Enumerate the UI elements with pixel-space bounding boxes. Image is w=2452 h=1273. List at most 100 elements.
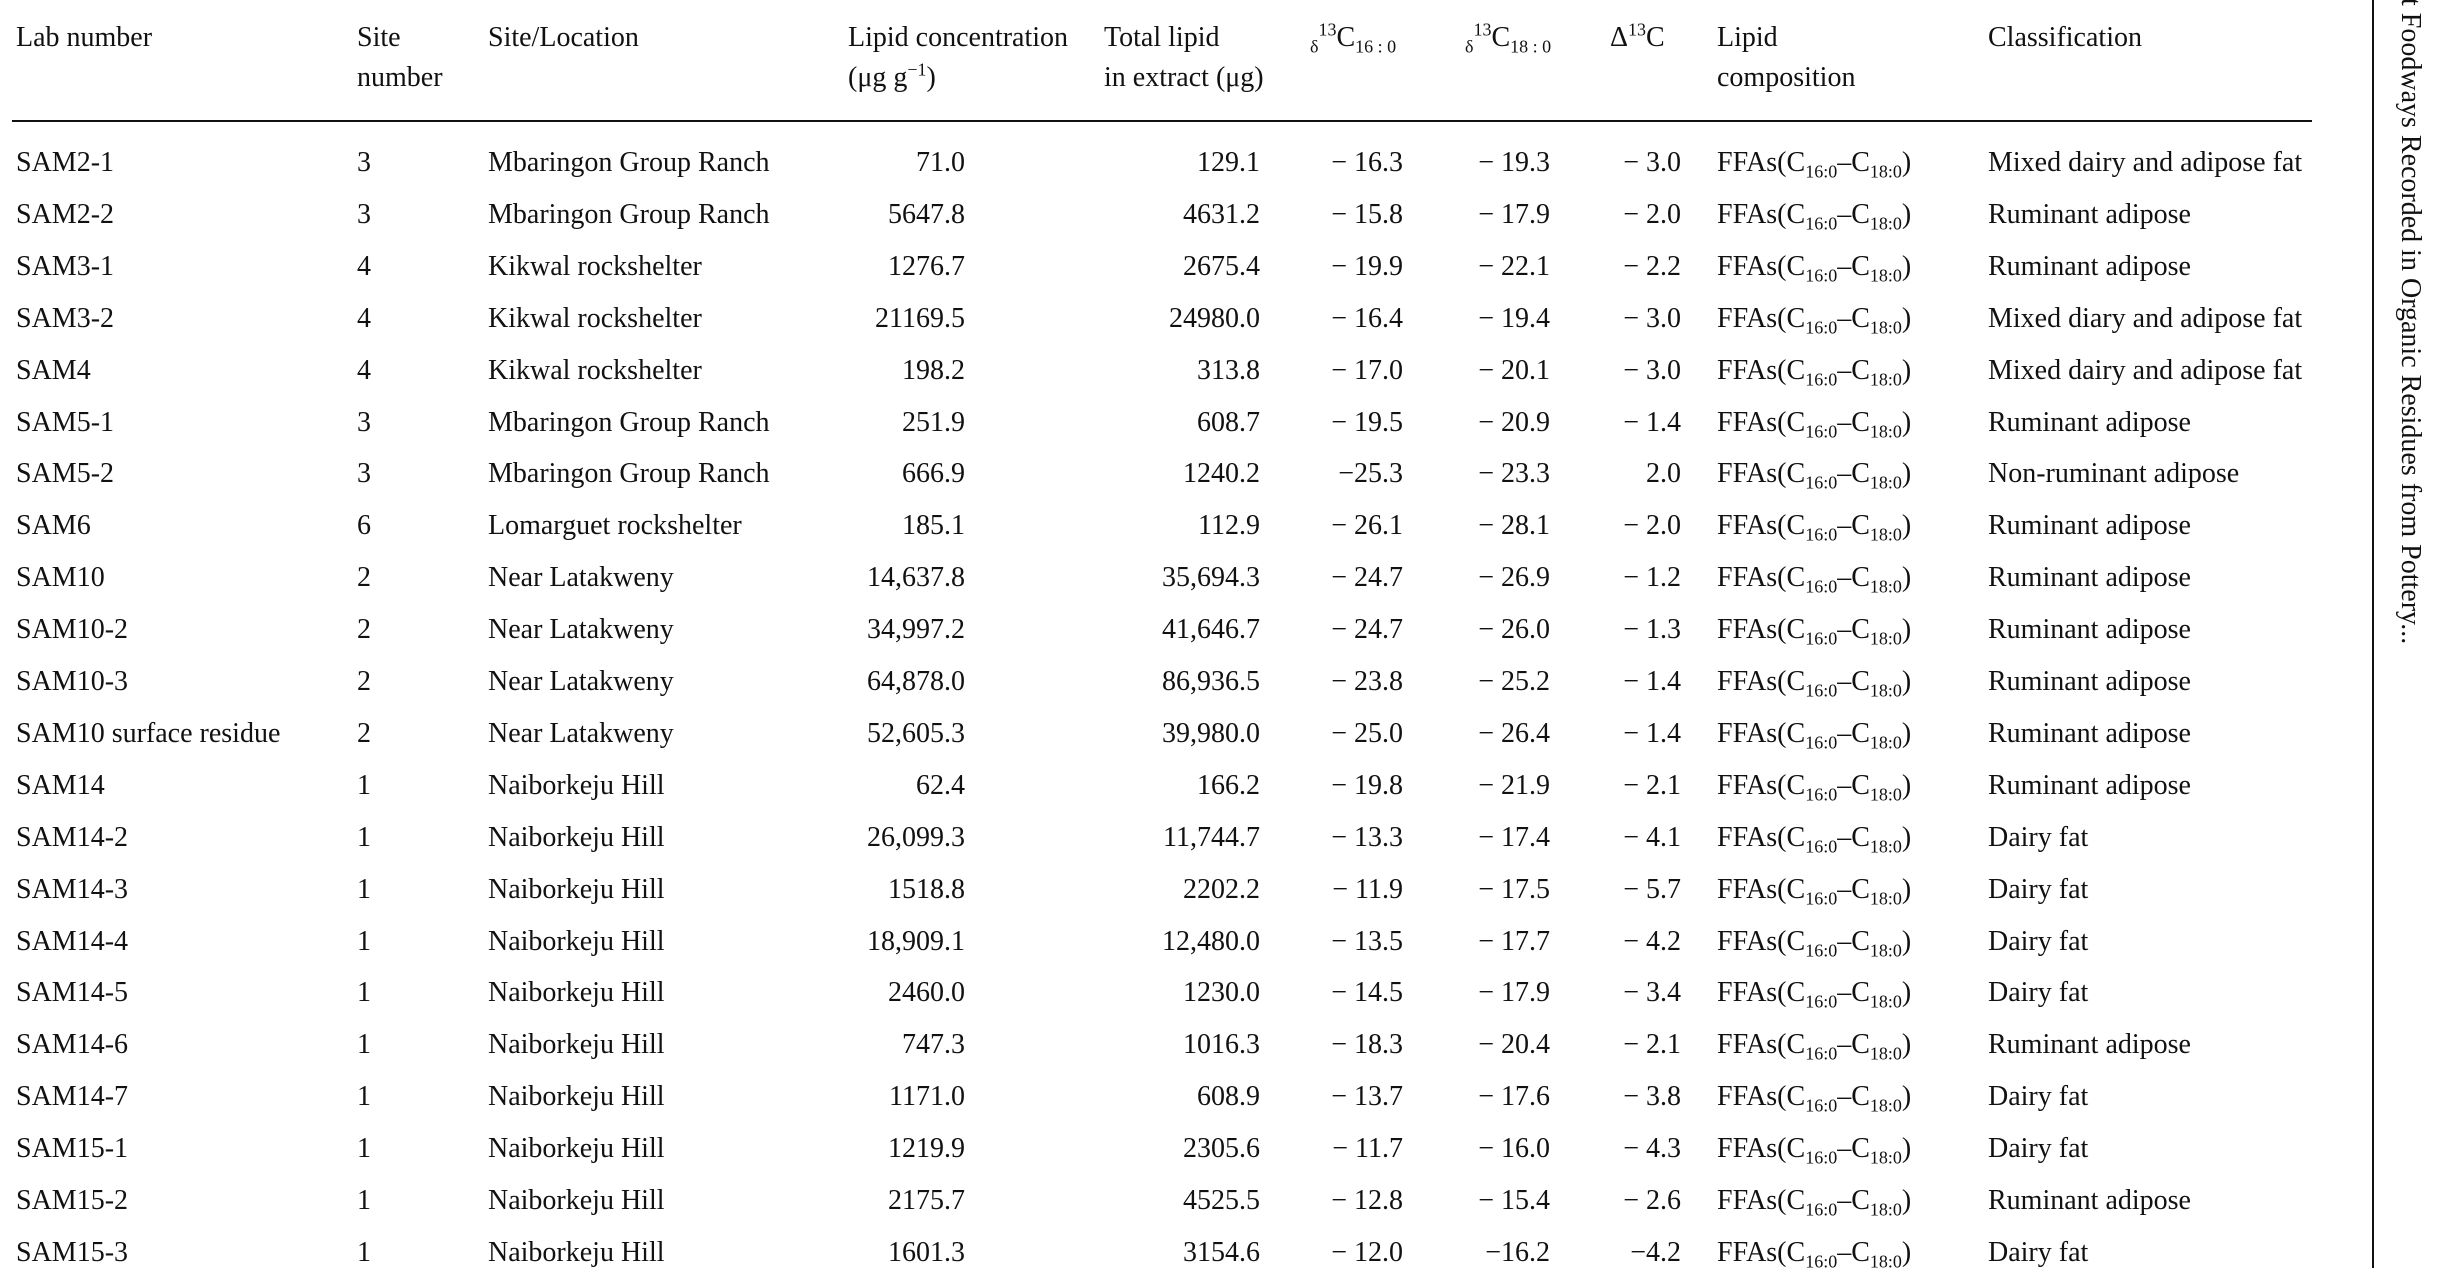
text-segment: )	[1901, 302, 1912, 334]
table-cell: SAM15-3	[16, 1236, 129, 1268]
text-segment: 18:0	[1869, 628, 1902, 649]
text-segment: FFAs(C	[1717, 354, 1806, 386]
table-cell: 1601.3	[888, 1236, 965, 1268]
text-segment: –C	[1837, 1185, 1870, 1216]
table-cell: − 17.9	[1478, 977, 1550, 1009]
header-line: Lipid	[1717, 18, 1855, 58]
text-segment: 16:0	[1805, 680, 1838, 701]
table-cell: − 4.1	[1623, 821, 1681, 853]
table-cell: SAM3-2	[16, 302, 115, 334]
table-cell: − 1.2	[1623, 562, 1681, 594]
header-line: Lipid concentration	[848, 18, 1068, 58]
table-cell: SAM14-6	[16, 1029, 129, 1061]
text-segment: –C	[1837, 147, 1870, 178]
text-segment: –C	[1837, 302, 1870, 334]
table-cell: 185.1	[902, 510, 965, 542]
text-segment: )	[1901, 925, 1912, 957]
text-segment: –C	[1837, 562, 1870, 594]
table-cell: 251.9	[902, 406, 965, 438]
text-segment: )	[1901, 666, 1912, 697]
text-segment: FFAs(C	[1717, 925, 1806, 957]
table-cell: 35,694.3	[1162, 562, 1260, 594]
text-segment: 18:0	[1869, 836, 1902, 857]
table-cell: − 20.4	[1478, 1029, 1550, 1061]
table-cell: 41,646.7	[1162, 614, 1260, 646]
table-cell: 1230.0	[1183, 977, 1260, 1009]
table-cell: 18,909.1	[867, 925, 965, 957]
text-segment: )	[1901, 1185, 1912, 1216]
table-cell: − 26.4	[1478, 717, 1550, 749]
table-cell: Kikwal rockshelter	[488, 302, 702, 334]
table-cell: − 26.9	[1478, 562, 1550, 594]
header-line: in extract (μg)	[1104, 58, 1264, 98]
table-cell: − 17.5	[1478, 873, 1550, 905]
header-cell: Lipid composition	[1717, 18, 1855, 98]
text-segment: −1	[907, 59, 927, 80]
text-segment: FFAs(C	[1717, 977, 1806, 1009]
table-cell: Ruminant adipose	[1988, 510, 2191, 542]
text-segment: 16 : 0	[1355, 36, 1397, 57]
table-cell: FFAs(C16:0–C18:0)	[1717, 195, 1911, 235]
table-cell: 1	[357, 873, 371, 905]
text-segment: FFAs(C	[1717, 250, 1806, 282]
table-cell: − 17.7	[1478, 925, 1550, 957]
text-segment: 13	[1318, 19, 1337, 40]
text-segment: 18:0	[1869, 213, 1902, 234]
table-cell: − 25.2	[1478, 666, 1550, 697]
table-cell: − 11.9	[1332, 873, 1403, 905]
text-segment: )	[1901, 977, 1912, 1009]
table-cell: − 17.0	[1331, 354, 1403, 386]
table-cell: 2175.7	[888, 1185, 965, 1216]
table-cell: 2460.0	[888, 977, 965, 1009]
table-cell: 11,744.7	[1163, 821, 1260, 853]
table-cell: 3154.6	[1183, 1236, 1260, 1268]
table-cell: Mbaringon Group Ranch	[488, 147, 770, 178]
table-cell: 198.2	[902, 354, 965, 386]
table-cell: Kikwal rockshelter	[488, 250, 702, 282]
text-segment: 16:0	[1805, 1251, 1838, 1272]
text-segment: FFAs(C	[1717, 198, 1806, 230]
table-cell: Naiborkeju Hill	[488, 977, 665, 1009]
table-cell: 1171.0	[889, 1081, 965, 1113]
text-segment: )	[1901, 717, 1912, 749]
table-cell: 5647.8	[888, 198, 965, 230]
table-cell: 39,980.0	[1162, 717, 1260, 749]
table-cell: SAM10	[16, 562, 105, 594]
text-segment: FFAs(C	[1717, 821, 1806, 853]
table-cell: − 16.3	[1331, 147, 1403, 178]
table-cell: 26,099.3	[867, 821, 965, 853]
text-segment: 16:0	[1805, 161, 1838, 182]
table-cell: 313.8	[1197, 354, 1260, 386]
text-segment: 16:0	[1805, 369, 1838, 390]
table-cell: FFAs(C16:0–C18:0)	[1717, 403, 1911, 443]
table-cell: − 18.3	[1331, 1029, 1403, 1061]
text-segment: FFAs(C	[1717, 666, 1806, 697]
text-segment: –C	[1837, 406, 1870, 438]
table-cell: SAM14-4	[16, 925, 129, 957]
table-cell: SAM10 surface residue	[16, 717, 281, 749]
table-cell: − 2.2	[1623, 250, 1681, 282]
text-segment: composition	[1717, 62, 1856, 93]
table-cell: − 19.5	[1331, 406, 1403, 438]
text-segment: 13	[1473, 19, 1492, 40]
text-segment: FFAs(C	[1717, 1029, 1806, 1061]
table-cell: FFAs(C16:0–C18:0)	[1717, 506, 1911, 546]
table-cell: − 20.9	[1478, 406, 1550, 438]
text-segment: 18:0	[1869, 1095, 1902, 1116]
table-cell: − 4.3	[1623, 1133, 1681, 1165]
table-cell: 4	[357, 302, 371, 334]
table-cell: SAM15-1	[16, 1133, 129, 1165]
text-segment: 18:0	[1869, 732, 1902, 753]
table-cell: SAM5-2	[16, 458, 115, 490]
text-segment: (μg g	[848, 62, 908, 93]
text-segment: 16:0	[1805, 524, 1838, 545]
text-segment: –C	[1837, 769, 1870, 801]
table-cell: Ruminant adipose	[1988, 562, 2191, 594]
table-cell: 1	[357, 821, 371, 853]
table-cell: − 17.9	[1478, 198, 1550, 230]
table-cell: − 17.4	[1478, 821, 1550, 853]
table-cell: − 1.4	[1623, 406, 1681, 438]
text-segment: Site/Location	[488, 22, 639, 53]
table-cell: Mbaringon Group Ranch	[488, 198, 770, 230]
table-cell: 2305.6	[1183, 1133, 1260, 1165]
